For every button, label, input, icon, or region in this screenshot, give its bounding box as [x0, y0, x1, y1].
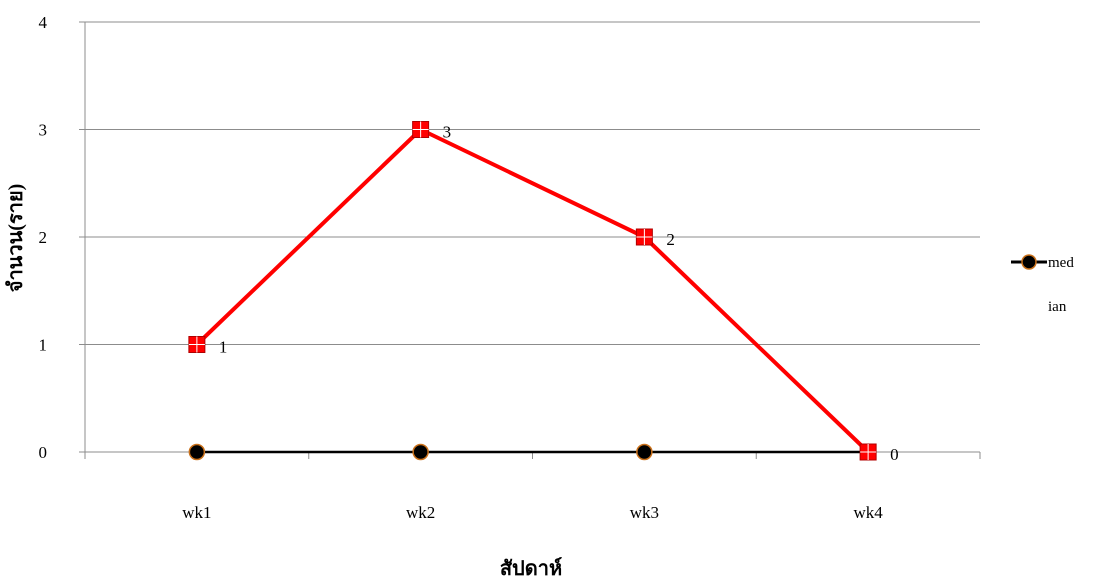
x-tick-label-wk2: wk2 [406, 503, 435, 522]
axes [79, 21, 981, 459]
data-point-0-1 [412, 121, 430, 138]
data-point-1-2 [636, 443, 653, 461]
y-tick-label-1: 1 [39, 336, 48, 355]
x-axis-title: สัปดาห์ [500, 557, 562, 580]
y-tick-label-0: 0 [39, 443, 48, 462]
data-label-2: 2 [666, 230, 675, 249]
legend: med ian [1011, 254, 1074, 315]
y-tick-labels: 0 1 2 3 4 [39, 13, 48, 462]
series-group [188, 121, 877, 461]
y-tick-label-3: 3 [39, 121, 48, 140]
data-point-1-1 [412, 443, 429, 461]
data-point-0-3 [859, 443, 877, 461]
gridlines [85, 21, 980, 345]
data-label-1: 3 [443, 123, 452, 142]
y-tick-label-2: 2 [39, 228, 48, 247]
y-tick-label-4: 4 [39, 13, 48, 32]
x-tick-label-wk4: wk4 [853, 503, 883, 522]
data-point-0-0 [188, 336, 206, 353]
data-label-0: 1 [219, 338, 228, 357]
x-tick-label-wk3: wk3 [630, 503, 659, 522]
legend-median-label-line2: ian [1048, 299, 1067, 315]
data-point-0-2 [635, 228, 653, 246]
x-tick-label-wk1: wk1 [182, 503, 211, 522]
data-label-3: 0 [890, 445, 899, 464]
x-tick-labels: wk1 wk2 wk3 wk4 [182, 503, 883, 522]
series-line-0 [195, 127, 870, 454]
legend-median-marker [1021, 254, 1037, 270]
y-axis-title: จำนวน(ราย) [5, 184, 27, 293]
data-labels: 1 3 2 0 [219, 123, 899, 465]
legend-median-label-line1: med [1048, 255, 1074, 271]
data-point-1-0 [188, 443, 206, 461]
